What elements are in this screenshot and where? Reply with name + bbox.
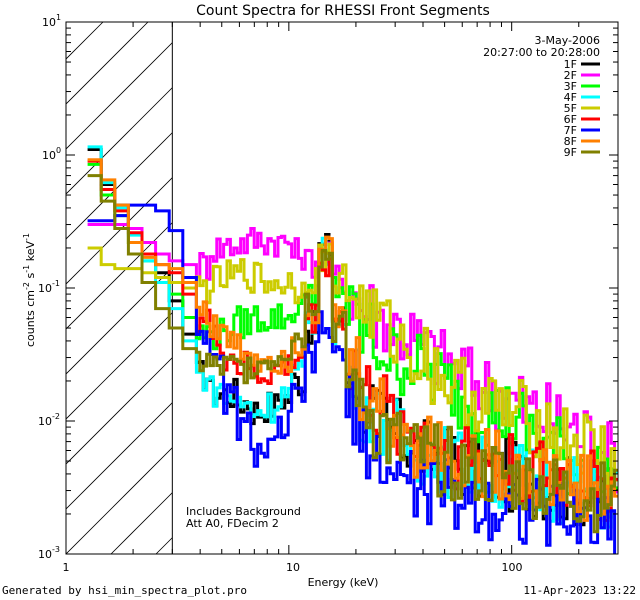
footer-generated-by: Generated by hsi_min_spectra_plot.pro [2, 584, 248, 597]
x-tick-label-10: 10 [286, 561, 300, 574]
x-tick-labels: 1 10 100 [63, 561, 523, 574]
y-tick-label-1e1: 101 [42, 13, 61, 29]
x-tick-label-100: 100 [502, 561, 523, 574]
legend-label-4F: 4F [564, 91, 577, 104]
chart-title: Count Spectra for RHESSI Front Segments [196, 3, 490, 19]
series-layer [87, 145, 618, 554]
y-tick-label-1e-3: 10-3 [38, 545, 60, 561]
legend-label-5F: 5F [564, 102, 577, 115]
legend-label-2F: 2F [564, 69, 577, 82]
x-axis-label: Energy (keV) [308, 576, 379, 589]
legend-label-8F: 8F [564, 135, 577, 148]
y-tick-label-1e-2: 10-2 [38, 412, 60, 428]
legend-label-6F: 6F [564, 113, 577, 126]
legend-label-3F: 3F [564, 80, 577, 93]
x-tick-label-1: 1 [63, 561, 70, 574]
footer-timestamp: 11-Apr-2023 13:22 [523, 584, 636, 597]
hatch-line [66, 22, 239, 195]
legend-label-7F: 7F [564, 124, 577, 137]
y-tick-label-1e-1: 10-1 [38, 279, 60, 295]
y-axis-label: counts cm-2 s-1 keV-1 [22, 233, 37, 347]
y-tick-label-1e0: 100 [42, 146, 61, 162]
series-line-8F [87, 158, 618, 522]
hatch-line [66, 22, 194, 150]
date-label: 3-May-2006 [535, 34, 600, 47]
legend-label-9F: 9F [564, 146, 577, 159]
axis-ticks [65, 22, 619, 555]
y-tick-labels: 10-3 10-2 10-1 100 101 [38, 13, 61, 561]
time-range-label: 20:27:00 to 20:28:00 [483, 46, 600, 59]
series-line-2F [87, 223, 618, 494]
note-background: Includes Background [186, 505, 301, 518]
legend-label-1F: 1F [564, 58, 577, 71]
note-attenuator: Att A0, FDecim 2 [186, 517, 279, 530]
series-line-9F [87, 174, 618, 534]
hatch-line [0, 22, 13, 554]
